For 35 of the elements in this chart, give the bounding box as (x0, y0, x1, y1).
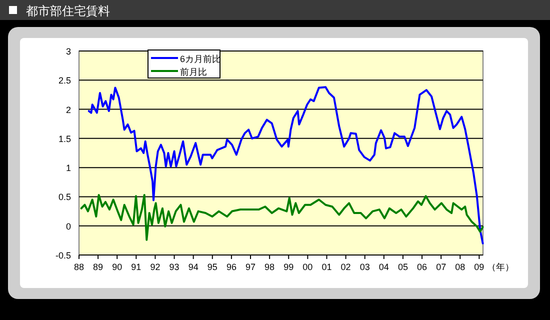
x-tick-label: 97 (246, 262, 256, 272)
chart-title: 都市部住宅賃料 (26, 4, 110, 18)
x-tick-label: 07 (436, 262, 446, 272)
y-tick-label: 3 (66, 46, 71, 56)
line-series (88, 86, 484, 244)
y-tick-label: 0.5 (58, 192, 71, 202)
x-tick-label: 92 (150, 262, 160, 272)
x-tick-label: 89 (93, 262, 104, 272)
y-tick-label: 1.5 (58, 134, 71, 144)
x-tick-label: 98 (264, 262, 275, 272)
x-tick-label: 06 (417, 262, 428, 272)
y-tick-label: 1 (66, 163, 71, 174)
x-tick-label: 02 (340, 262, 351, 272)
x-tick-label: 09 (474, 262, 484, 272)
x-tick-label: 93 (169, 262, 180, 272)
x-tick-label: 94 (188, 262, 198, 272)
x-axis-title: （年） (487, 262, 514, 272)
x-tick-label: 96 (226, 262, 236, 272)
x-tick-label: 00 (302, 262, 313, 272)
x-tick-label: 04 (378, 262, 389, 272)
x-tick-label: 90 (112, 262, 122, 272)
x-tick-label: 05 (398, 262, 408, 272)
x-tick-label: 03 (360, 262, 370, 272)
x-tick-label: 95 (207, 262, 218, 272)
x-tick-label: 08 (455, 262, 466, 272)
x-tick-label: 88 (74, 262, 84, 272)
y-tick-label: 0 (66, 221, 71, 232)
y-tick-label: 2.5 (58, 76, 71, 86)
line-series (80, 194, 484, 241)
y-tick-label: 2 (66, 104, 71, 115)
x-tick-label: 01 (322, 262, 332, 272)
legend-label: 前月比 (180, 67, 207, 77)
x-tick-label: 99 (284, 262, 294, 272)
y-tick-label: -0.5 (55, 250, 71, 260)
x-tick-label: 91 (131, 262, 142, 272)
